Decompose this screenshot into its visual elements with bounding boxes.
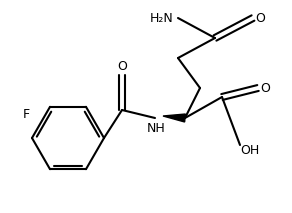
Text: NH: NH <box>147 121 165 134</box>
Text: O: O <box>117 60 127 73</box>
Polygon shape <box>163 114 185 122</box>
Text: H₂N: H₂N <box>150 12 174 24</box>
Text: O: O <box>260 82 270 95</box>
Text: OH: OH <box>240 144 260 157</box>
Text: F: F <box>23 108 30 121</box>
Text: O: O <box>255 12 265 24</box>
